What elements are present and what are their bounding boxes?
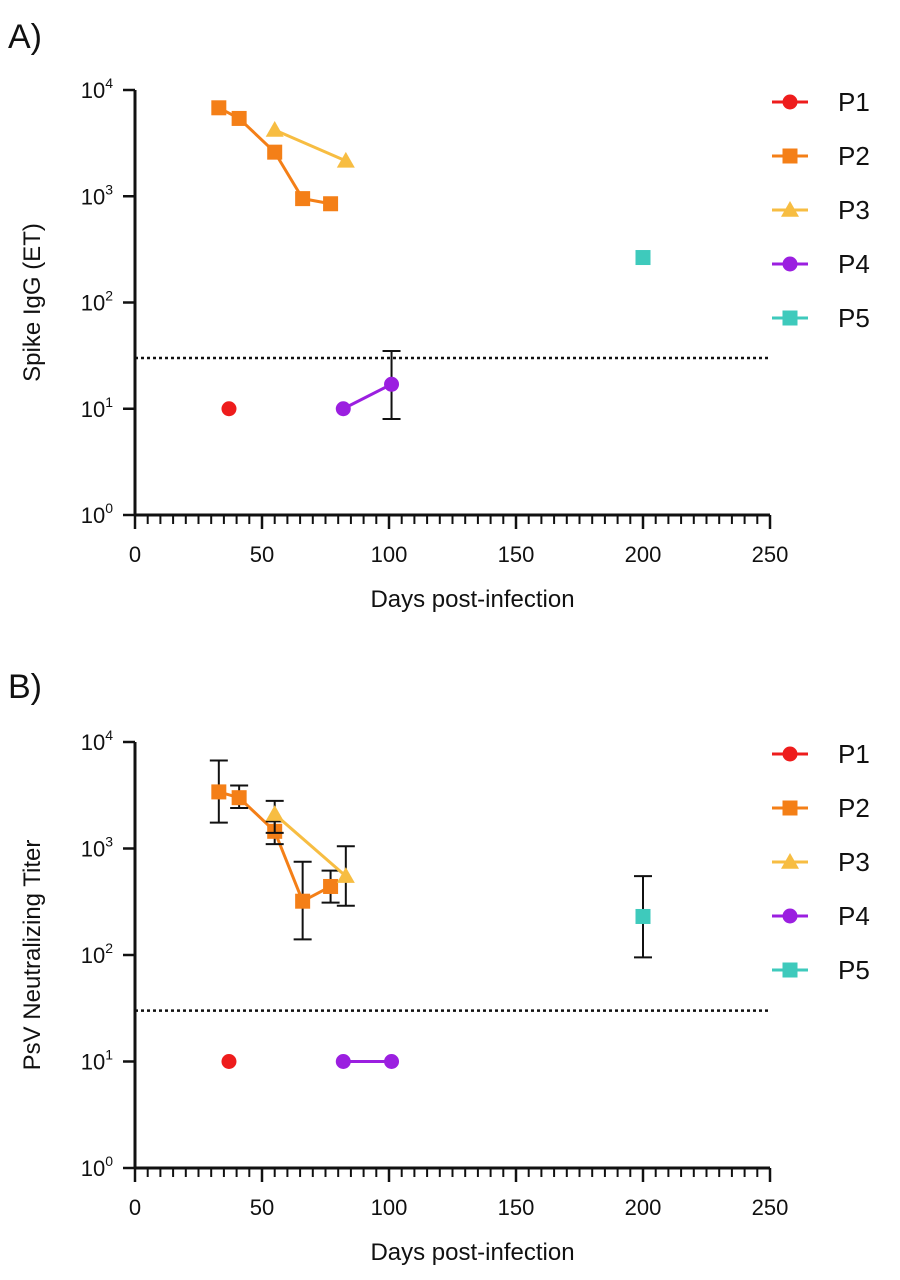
y-tick-label: 103 — [81, 834, 113, 862]
y-axis-title: PsV Neutralizing Titer — [19, 840, 46, 1071]
legend-label: P1 — [838, 739, 870, 769]
legend-label: P5 — [838, 303, 870, 333]
x-tick-label: 150 — [498, 1195, 535, 1220]
series-p4 — [335, 1054, 400, 1069]
legend-item-p5: P5 — [772, 303, 870, 333]
legend-label: P2 — [838, 141, 870, 171]
y-axis-title: Spike IgG (ET) — [19, 223, 46, 382]
y-tick-label: 103 — [81, 181, 113, 209]
series-p2 — [211, 100, 339, 212]
legend-item-p1: P1 — [772, 87, 870, 117]
series-p4 — [335, 349, 401, 421]
data-point — [211, 100, 227, 116]
legend-label: P2 — [838, 793, 870, 823]
legend-swatch-marker — [782, 310, 798, 326]
y-tick-label: 100 — [81, 1153, 113, 1181]
data-point — [221, 401, 237, 417]
series-p2 — [209, 759, 340, 941]
legend-item-p1: P1 — [772, 739, 870, 769]
x-tick-label: 200 — [625, 1195, 662, 1220]
data-point — [635, 908, 651, 924]
legend-label: P4 — [838, 249, 870, 279]
y-tick-label: 100 — [81, 500, 113, 528]
y-tick-label: 101 — [81, 394, 113, 422]
x-axis-title: Days post-infection — [370, 586, 574, 613]
x-tick-label: 50 — [250, 542, 274, 567]
data-point — [295, 191, 311, 207]
data-point — [635, 250, 651, 266]
y-tick-label: 104 — [81, 75, 113, 103]
legend-swatch-marker — [782, 746, 798, 762]
series-p3 — [265, 799, 355, 907]
panel-label: B) — [8, 668, 42, 706]
legend-swatch-marker — [782, 800, 798, 816]
legend-label: P5 — [838, 955, 870, 985]
y-tick-label: 102 — [81, 940, 113, 968]
data-point — [335, 1054, 351, 1069]
legend-swatch-marker — [782, 962, 798, 978]
series-line — [273, 813, 347, 878]
data-point — [295, 893, 311, 909]
data-point — [336, 867, 355, 883]
legend-swatch-marker — [782, 908, 798, 924]
series-line — [274, 128, 347, 163]
legend-item-p4: P4 — [772, 249, 870, 279]
data-point — [323, 196, 339, 212]
legend-item-p2: P2 — [772, 793, 870, 823]
data-point — [265, 121, 284, 137]
series-p1 — [221, 1054, 237, 1069]
x-tick-label: 250 — [752, 542, 789, 567]
panel-label: A) — [8, 18, 42, 56]
data-point — [336, 151, 355, 168]
legend-item-p5: P5 — [772, 955, 870, 985]
x-tick-label: 100 — [371, 1195, 408, 1220]
legend-swatch-marker — [782, 148, 798, 164]
y-tick-label: 102 — [81, 288, 113, 316]
series-p1 — [221, 401, 237, 417]
x-tick-label: 200 — [625, 542, 662, 567]
x-tick-label: 0 — [129, 542, 141, 567]
legend-swatch-marker — [782, 94, 798, 110]
x-tick-label: 50 — [250, 1195, 274, 1220]
chart-panel-b: B) 0 50 100 150 200 250 100 101 102 103 104 Days pos… — [8, 668, 870, 1266]
x-tick-label: 100 — [371, 542, 408, 567]
legend-item-p2: P2 — [772, 141, 870, 171]
data-point — [267, 144, 283, 160]
legend-label: P3 — [838, 847, 870, 877]
legend-item-p3: P3 — [772, 847, 870, 877]
x-tick-label: 0 — [129, 1195, 141, 1220]
series-p5 — [634, 875, 652, 959]
y-tick-label: 104 — [81, 727, 113, 755]
x-tick-label: 150 — [498, 542, 535, 567]
data-point — [265, 805, 284, 821]
series-p5 — [635, 250, 651, 266]
legend-item-p3: P3 — [772, 195, 870, 225]
legend-label: P3 — [838, 195, 870, 225]
legend-label: P4 — [838, 901, 870, 931]
data-point — [231, 110, 247, 126]
data-point — [384, 1054, 400, 1069]
data-point — [221, 1054, 237, 1069]
x-tick-label: 250 — [752, 1195, 789, 1220]
data-point — [323, 878, 339, 894]
data-point — [211, 784, 227, 800]
x-axis-title: Days post-infection — [370, 1239, 574, 1266]
legend-swatch-marker — [781, 853, 799, 869]
data-point — [231, 790, 247, 806]
data-point — [335, 401, 351, 417]
legend-swatch-marker — [782, 256, 798, 272]
legend-swatch-marker — [781, 201, 799, 217]
series-p3 — [265, 121, 355, 168]
y-tick-label: 101 — [81, 1047, 113, 1075]
chart-panel-a: A) 0 50 100 150 200 250 100 101 102 103 104 Days pos… — [8, 18, 870, 613]
legend-label: P1 — [838, 87, 870, 117]
series-line — [342, 382, 393, 411]
data-point — [384, 376, 400, 392]
legend-item-p4: P4 — [772, 901, 870, 931]
